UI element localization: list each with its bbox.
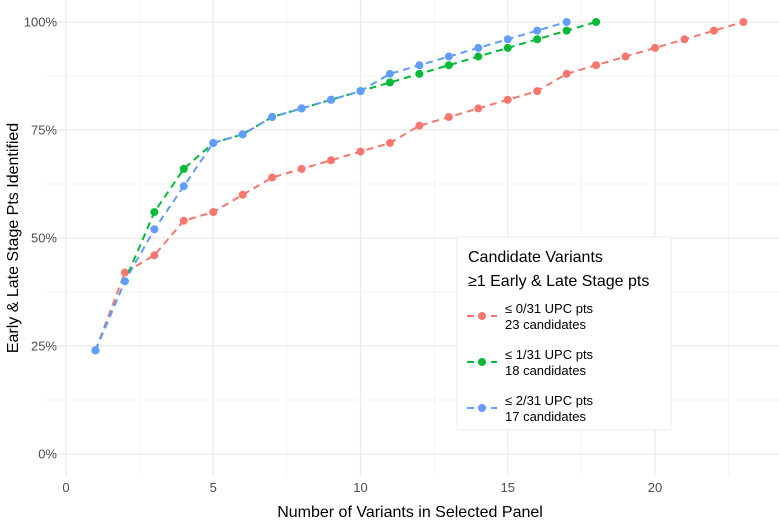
data-point bbox=[739, 18, 748, 26]
data-point bbox=[297, 104, 306, 113]
data-point bbox=[474, 43, 483, 52]
legend-sublabel: 18 candidates bbox=[505, 363, 586, 378]
data-point bbox=[327, 156, 336, 165]
data-point bbox=[474, 52, 483, 61]
legend-subtitle: ≥1 Early & Late Stage pts bbox=[468, 273, 649, 290]
legend-title: Candidate Variants bbox=[468, 249, 603, 266]
data-point bbox=[150, 251, 159, 260]
x-tick-label: 5 bbox=[210, 480, 217, 495]
data-point bbox=[356, 147, 365, 156]
data-point bbox=[444, 61, 453, 70]
data-point bbox=[385, 69, 394, 78]
data-point bbox=[327, 95, 336, 104]
data-point bbox=[179, 182, 188, 191]
legend-key-point bbox=[478, 312, 486, 320]
data-point bbox=[562, 26, 571, 35]
data-point bbox=[415, 69, 424, 78]
data-point bbox=[91, 346, 100, 355]
data-point bbox=[503, 43, 512, 52]
legend-sublabel: 23 candidates bbox=[505, 317, 586, 332]
data-point bbox=[238, 190, 247, 199]
series-0 bbox=[91, 18, 748, 355]
x-axis-label: Number of Variants in Selected Panel bbox=[277, 504, 543, 521]
data-point bbox=[592, 61, 601, 70]
series-line bbox=[94, 21, 597, 351]
data-point bbox=[680, 35, 689, 44]
y-axis-label: Early & Late Stage Pts Identified bbox=[5, 123, 22, 353]
data-point bbox=[503, 35, 512, 44]
data-point bbox=[385, 138, 394, 147]
series-line bbox=[94, 21, 744, 351]
y-tick-label: 0% bbox=[38, 447, 57, 462]
legend-key-point bbox=[478, 404, 486, 412]
data-point bbox=[209, 208, 218, 217]
data-point bbox=[120, 277, 129, 286]
legend-label: ≤ 2/31 UPC pts bbox=[505, 393, 594, 408]
data-point bbox=[621, 52, 630, 61]
data-point bbox=[150, 208, 159, 217]
data-point bbox=[385, 78, 394, 87]
y-axis: 0% 25% 50% 75% 100% bbox=[24, 15, 58, 462]
data-point bbox=[297, 164, 306, 173]
legend-label: ≤ 0/31 UPC pts bbox=[505, 301, 594, 316]
data-point bbox=[120, 268, 129, 277]
data-point bbox=[415, 121, 424, 130]
data-point bbox=[533, 35, 542, 44]
x-tick-label: 20 bbox=[648, 480, 662, 495]
x-tick-label: 0 bbox=[62, 480, 69, 495]
data-point bbox=[238, 130, 247, 139]
data-point bbox=[444, 113, 453, 122]
y-tick-label: 75% bbox=[31, 123, 57, 138]
series-2 bbox=[91, 18, 571, 355]
y-tick-label: 25% bbox=[31, 339, 57, 354]
data-point bbox=[179, 164, 188, 173]
data-point bbox=[268, 113, 277, 122]
data-point bbox=[533, 26, 542, 35]
legend: Candidate Variants ≥1 Early & Late Stage… bbox=[456, 236, 672, 431]
x-axis: 0 5 10 15 20 bbox=[62, 480, 662, 495]
data-point bbox=[533, 87, 542, 96]
y-tick-label: 50% bbox=[31, 231, 57, 246]
data-point bbox=[562, 69, 571, 78]
legend-label: ≤ 1/31 UPC pts bbox=[505, 347, 594, 362]
data-point bbox=[444, 52, 453, 61]
legend-sublabel: 17 candidates bbox=[505, 409, 586, 424]
x-tick-label: 15 bbox=[501, 480, 515, 495]
data-point bbox=[209, 138, 218, 147]
data-point bbox=[651, 43, 659, 52]
legend-box bbox=[456, 236, 672, 431]
data-point bbox=[268, 173, 277, 182]
data-point bbox=[592, 18, 601, 26]
data-point bbox=[474, 104, 483, 113]
data-point bbox=[415, 61, 424, 70]
data-point bbox=[503, 95, 512, 104]
data-point bbox=[356, 87, 365, 96]
x-tick-label: 10 bbox=[353, 480, 367, 495]
legend-key-point bbox=[478, 358, 486, 366]
series-layer bbox=[91, 18, 748, 355]
data-point bbox=[709, 26, 718, 35]
data-point bbox=[179, 216, 188, 225]
data-point bbox=[150, 225, 159, 234]
data-point bbox=[562, 18, 571, 26]
y-tick-label: 100% bbox=[24, 15, 58, 30]
